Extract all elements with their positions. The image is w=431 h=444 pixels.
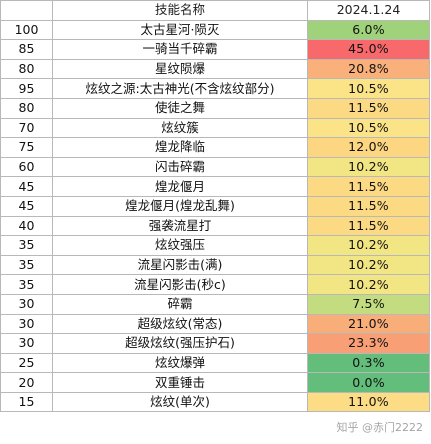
skill-name-cell[interactable]: 流星闪影击(秒c) — [52, 274, 308, 295]
rate-cell[interactable]: 10.2% — [307, 274, 430, 295]
header-level[interactable] — [0, 0, 53, 21]
table-row: 75 煌龙降临 12.0% — [0, 137, 430, 158]
table-row: 85 一骑当千碎霸 45.0% — [0, 39, 430, 60]
level-cell[interactable]: 85 — [0, 39, 53, 60]
table-row: 30 超级炫纹(常态) 21.0% — [0, 313, 430, 335]
skill-name-cell[interactable]: 星纹陨爆 — [52, 58, 308, 80]
level-cell[interactable]: 35 — [0, 254, 53, 276]
header-row: 技能名称 2024.1.24 — [0, 0, 430, 21]
table-row: 80 星纹陨爆 20.8% — [0, 58, 430, 80]
rate-cell[interactable]: 10.5% — [307, 78, 430, 99]
level-cell[interactable]: 25 — [0, 352, 53, 374]
skill-name-cell[interactable]: 超级炫纹(强压护石) — [52, 333, 308, 354]
rate-cell[interactable]: 23.3% — [307, 333, 430, 354]
skill-name-cell[interactable]: 煌龙偃月(煌龙乱舞) — [52, 195, 308, 217]
table-row: 40 强袭流星打 11.5% — [0, 215, 430, 237]
skill-name-cell[interactable]: 炫纹之源:太古神光(不含炫纹部分) — [52, 78, 308, 99]
skill-name-cell[interactable]: 使徒之舞 — [52, 97, 308, 119]
rate-cell[interactable]: 10.5% — [307, 117, 430, 139]
skill-name-cell[interactable]: 炫纹(单次) — [52, 391, 308, 413]
level-cell[interactable]: 30 — [0, 313, 53, 335]
table-row: 25 炫纹爆弹 0.3% — [0, 352, 430, 374]
rate-cell[interactable]: 6.0% — [307, 19, 430, 41]
rate-cell[interactable]: 11.5% — [307, 215, 430, 237]
skill-name-cell[interactable]: 碎霸 — [52, 293, 308, 315]
rate-cell[interactable]: 10.2% — [307, 254, 430, 276]
skill-name-cell[interactable]: 炫纹簇 — [52, 117, 308, 139]
level-cell[interactable]: 80 — [0, 58, 53, 80]
rate-cell[interactable]: 21.0% — [307, 313, 430, 335]
skill-damage-table: 技能名称 2024.1.24 100 太古星河·陨灭 6.0% 85 一骑当千碎霸 45.… — [0, 0, 430, 413]
table-row: 95 炫纹之源:太古神光(不含炫纹部分) 10.5% — [0, 78, 430, 99]
skill-name-cell[interactable]: 太古星河·陨灭 — [52, 19, 308, 41]
table-row: 70 炫纹簇 10.5% — [0, 117, 430, 139]
skill-name-cell[interactable]: 闪击碎霸 — [52, 156, 308, 178]
level-cell[interactable]: 45 — [0, 176, 53, 197]
table-row: 15 炫纹(单次) 11.0% — [0, 391, 430, 413]
table-row: 35 流星闪影击(满) 10.2% — [0, 254, 430, 276]
rate-cell[interactable]: 11.5% — [307, 195, 430, 217]
level-cell[interactable]: 40 — [0, 215, 53, 237]
level-cell[interactable]: 80 — [0, 97, 53, 119]
table-row: 45 煌龙偃月 11.5% — [0, 176, 430, 197]
rate-cell[interactable]: 20.8% — [307, 58, 430, 80]
level-cell[interactable]: 35 — [0, 235, 53, 256]
level-cell[interactable]: 20 — [0, 372, 53, 393]
table-row: 30 碎霸 7.5% — [0, 293, 430, 315]
level-cell[interactable]: 100 — [0, 19, 53, 41]
rate-cell[interactable]: 11.5% — [307, 176, 430, 197]
rate-cell[interactable]: 12.0% — [307, 137, 430, 158]
table-row: 100 太古星河·陨灭 6.0% — [0, 19, 430, 41]
level-cell[interactable]: 45 — [0, 195, 53, 217]
header-date[interactable]: 2024.1.24 — [307, 0, 430, 21]
skill-name-cell[interactable]: 双重锤击 — [52, 372, 308, 393]
skill-name-cell[interactable]: 超级炫纹(常态) — [52, 313, 308, 335]
table-row: 45 煌龙偃月(煌龙乱舞) 11.5% — [0, 195, 430, 217]
level-cell[interactable]: 30 — [0, 293, 53, 315]
rate-cell[interactable]: 10.2% — [307, 156, 430, 178]
level-cell[interactable]: 15 — [0, 391, 53, 413]
skill-name-cell[interactable]: 煌龙偃月 — [52, 176, 308, 197]
table-row: 20 双重锤击 0.0% — [0, 372, 430, 393]
skill-name-cell[interactable]: 炫纹爆弹 — [52, 352, 308, 374]
rate-cell[interactable]: 10.2% — [307, 235, 430, 256]
watermark: 知乎 @赤门2222 — [336, 421, 424, 434]
rate-cell[interactable]: 7.5% — [307, 293, 430, 315]
skill-name-cell[interactable]: 煌龙降临 — [52, 137, 308, 158]
level-cell[interactable]: 30 — [0, 333, 53, 354]
rate-cell[interactable]: 0.0% — [307, 372, 430, 393]
level-cell[interactable]: 35 — [0, 274, 53, 295]
rate-cell[interactable]: 0.3% — [307, 352, 430, 374]
table-row: 80 使徒之舞 11.5% — [0, 97, 430, 119]
level-cell[interactable]: 70 — [0, 117, 53, 139]
table-row: 60 闪击碎霸 10.2% — [0, 156, 430, 178]
skill-name-cell[interactable]: 炫纹强压 — [52, 235, 308, 256]
level-cell[interactable]: 95 — [0, 78, 53, 99]
header-skill-name[interactable]: 技能名称 — [52, 0, 308, 21]
rate-cell[interactable]: 11.0% — [307, 391, 430, 413]
level-cell[interactable]: 75 — [0, 137, 53, 158]
table-row: 35 流星闪影击(秒c) 10.2% — [0, 274, 430, 295]
rate-cell[interactable]: 45.0% — [307, 39, 430, 60]
skill-name-cell[interactable]: 一骑当千碎霸 — [52, 39, 308, 60]
level-cell[interactable]: 60 — [0, 156, 53, 178]
rate-cell[interactable]: 11.5% — [307, 97, 430, 119]
table-row: 35 炫纹强压 10.2% — [0, 235, 430, 256]
skill-name-cell[interactable]: 流星闪影击(满) — [52, 254, 308, 276]
skill-name-cell[interactable]: 强袭流星打 — [52, 215, 308, 237]
table-row: 30 超级炫纹(强压护石) 23.3% — [0, 333, 430, 354]
